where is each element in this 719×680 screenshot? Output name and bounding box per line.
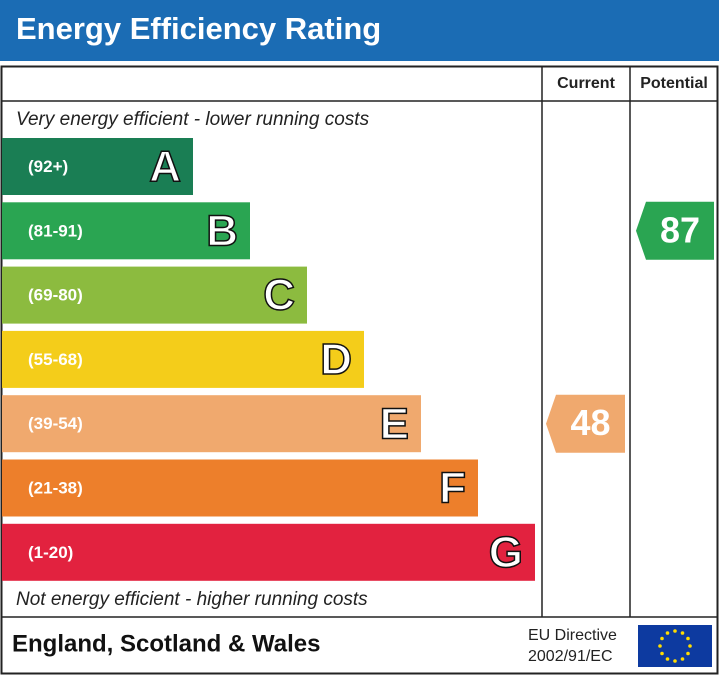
band-letter: F [439,464,466,513]
band-bar [2,395,421,453]
eu-star [660,636,664,641]
rating-value: 87 [660,209,700,250]
rating-value: 48 [570,402,610,443]
eu-star [686,651,690,656]
band-bar [2,330,364,388]
eu-star [680,657,685,661]
footer-directive: EU Directive [528,627,617,644]
band-range: (21-38) [28,478,83,497]
frame [0,65,719,675]
band-range: (39-54) [28,414,83,433]
eu-stars [658,629,692,663]
band-letter: G [489,528,523,577]
band-letter: C [263,271,295,320]
eu-star [665,657,670,661]
title: Energy Efficiency Rating [16,11,381,46]
band-range: (1-20) [28,543,73,562]
band-letter: B [206,206,238,255]
rating-arrow [636,201,714,260]
rating-arrow [546,394,625,453]
column-header: Current [557,75,615,92]
band-letter: A [149,142,181,191]
column-header: Potential [640,75,708,92]
footer-region: England, Scotland & Wales [12,630,320,657]
band-bar [2,459,478,517]
eu-star [673,629,677,633]
band-bar [2,138,193,195]
eu-star [660,651,664,656]
title-bar [0,0,719,61]
eu-star [686,636,690,641]
band-bar [2,523,535,581]
eu-star [665,631,670,635]
band-letter: E [380,399,409,448]
band-bar [2,202,250,260]
band-range: (69-80) [28,286,83,305]
eu-star [688,644,692,648]
top-note: Very energy efficient - lower running co… [16,109,370,130]
band-letter: D [320,335,352,384]
eu-star [658,644,662,648]
eu-star [680,631,685,635]
eu-star [673,659,677,663]
bottom-note: Not energy efficient - higher running co… [16,589,368,610]
band-range: (92+) [28,157,68,176]
footer-directive: 2002/91/EC [528,648,613,665]
band-bar [2,266,307,324]
band-range: (81-91) [28,221,83,240]
band-range: (55-68) [28,350,83,369]
